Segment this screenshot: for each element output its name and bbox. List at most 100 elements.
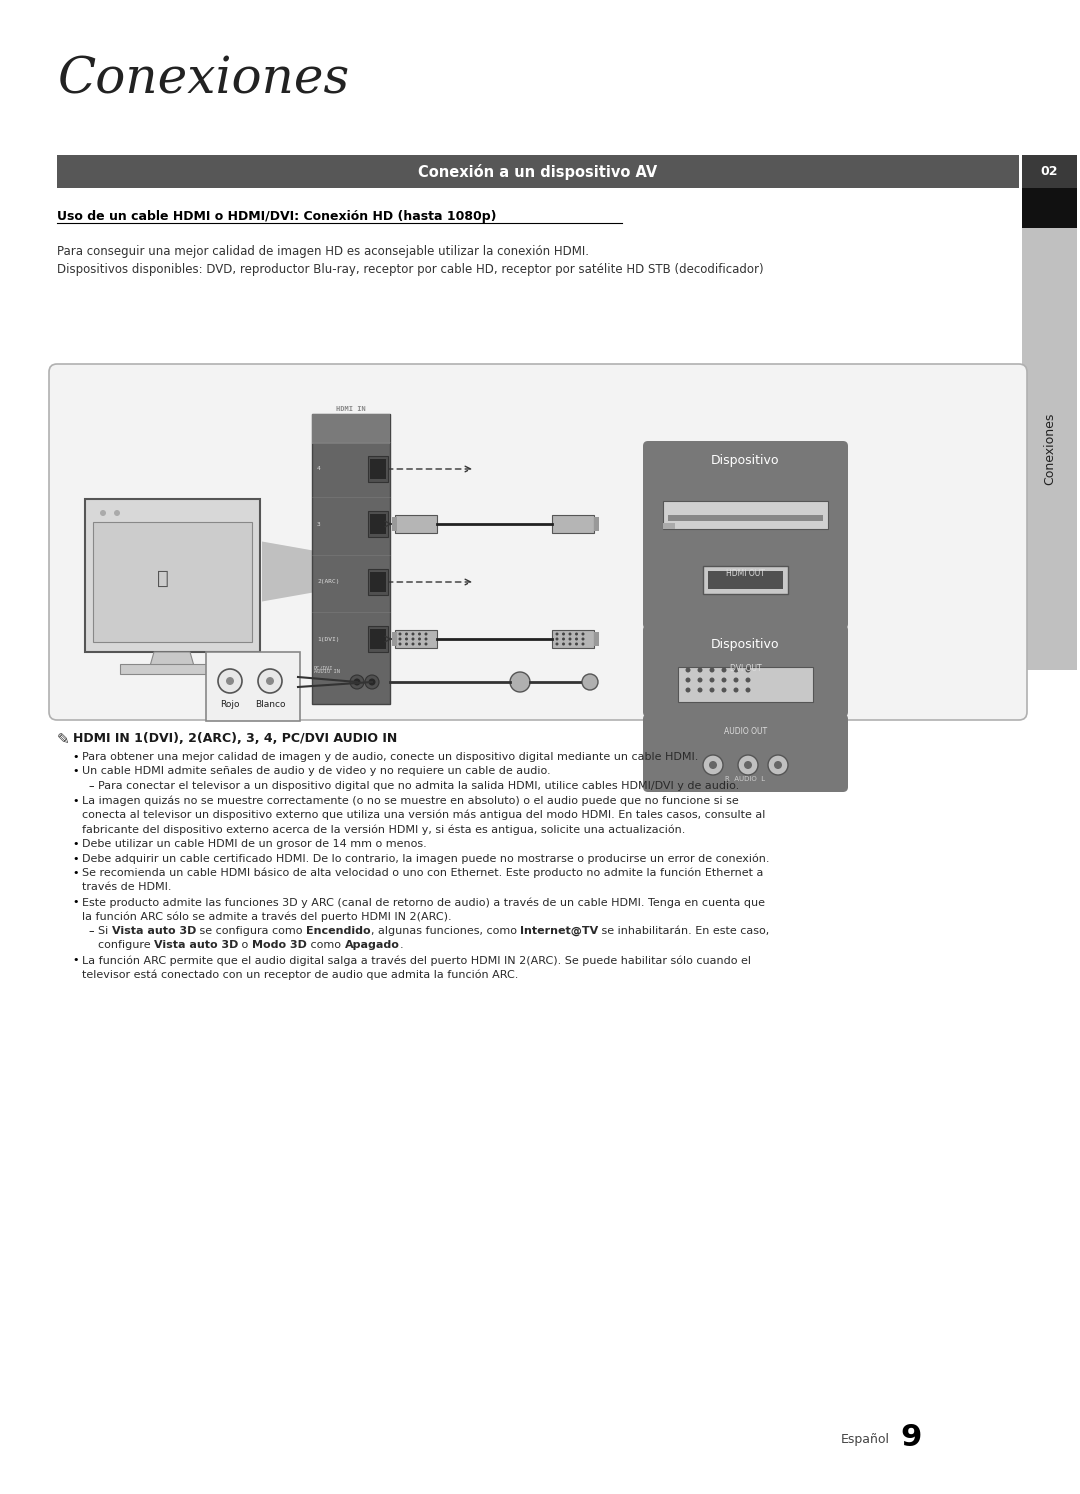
- Circle shape: [733, 668, 739, 672]
- Text: televisor está conectado con un receptor de audio que admita la función ARC.: televisor está conectado con un receptor…: [82, 970, 518, 980]
- Text: 02: 02: [1041, 164, 1058, 178]
- Circle shape: [114, 509, 120, 515]
- Bar: [370, 572, 386, 592]
- Circle shape: [424, 642, 428, 645]
- Bar: [392, 632, 397, 645]
- Bar: [395, 515, 437, 533]
- Text: PC/DVI: PC/DVI: [314, 665, 334, 669]
- Polygon shape: [150, 651, 194, 666]
- Circle shape: [733, 687, 739, 693]
- Text: 4: 4: [318, 466, 321, 472]
- Circle shape: [350, 675, 364, 689]
- Circle shape: [710, 677, 715, 683]
- Bar: [1022, 155, 1077, 188]
- Text: .: .: [400, 941, 403, 950]
- Bar: [93, 521, 252, 642]
- Circle shape: [555, 642, 558, 645]
- Circle shape: [582, 674, 598, 690]
- Text: Debe utilizar un cable HDMI de un grosor de 14 mm o menos.: Debe utilizar un cable HDMI de un grosor…: [82, 840, 427, 849]
- FancyBboxPatch shape: [643, 714, 848, 792]
- Circle shape: [575, 632, 578, 635]
- Text: Conexiones: Conexiones: [1043, 412, 1056, 486]
- Circle shape: [555, 638, 558, 641]
- Circle shape: [686, 668, 690, 672]
- Bar: [312, 414, 390, 704]
- FancyBboxPatch shape: [643, 441, 848, 629]
- Text: 9: 9: [900, 1422, 921, 1452]
- Text: AUDIO IN: AUDIO IN: [314, 669, 340, 674]
- Text: Se recomienda un cable HDMI básico de alta velocidad o uno con Ethernet. Este pr: Se recomienda un cable HDMI básico de al…: [82, 868, 764, 878]
- Circle shape: [258, 669, 282, 693]
- Bar: [370, 514, 386, 533]
- Text: , algunas funciones, como: , algunas funciones, como: [370, 926, 521, 937]
- Circle shape: [418, 642, 421, 645]
- Bar: [703, 566, 788, 595]
- Text: Apagado: Apagado: [345, 941, 400, 950]
- Circle shape: [399, 642, 402, 645]
- Text: •: •: [72, 751, 79, 762]
- Circle shape: [562, 642, 565, 645]
- Text: Encendido: Encendido: [306, 926, 370, 937]
- Circle shape: [738, 754, 758, 775]
- Bar: [57, 155, 1020, 188]
- Circle shape: [510, 672, 530, 692]
- Text: HDMI OUT: HDMI OUT: [726, 569, 765, 578]
- Text: la función ARC sólo se admite a través del puerto HDMI IN 2(ARC).: la función ARC sólo se admite a través d…: [82, 911, 451, 922]
- Text: Internet@TV: Internet@TV: [521, 926, 598, 937]
- Text: La imagen quizás no se muestre correctamente (o no se muestre en absoluto) o el : La imagen quizás no se muestre correctam…: [82, 795, 739, 805]
- Circle shape: [405, 638, 408, 641]
- Bar: [312, 414, 390, 444]
- Bar: [678, 666, 813, 702]
- Circle shape: [418, 632, 421, 635]
- Bar: [368, 511, 388, 536]
- Text: AUDIO OUT: AUDIO OUT: [724, 728, 767, 737]
- Bar: [1022, 229, 1077, 669]
- Text: Dispositivo: Dispositivo: [712, 638, 780, 651]
- Circle shape: [418, 638, 421, 641]
- Circle shape: [226, 677, 234, 686]
- Circle shape: [555, 632, 558, 635]
- Text: Dispositivos disponibles: DVD, reproductor Blu-ray, receptor por cable HD, recep: Dispositivos disponibles: DVD, reproduct…: [57, 263, 764, 276]
- Circle shape: [581, 638, 584, 641]
- Text: como: como: [307, 941, 345, 950]
- Circle shape: [581, 632, 584, 635]
- Circle shape: [424, 632, 428, 635]
- Bar: [370, 459, 386, 480]
- Text: conecta al televisor un dispositivo externo que utiliza una versión más antigua : conecta al televisor un dispositivo exte…: [82, 810, 766, 820]
- Circle shape: [745, 668, 751, 672]
- Circle shape: [745, 677, 751, 683]
- Circle shape: [703, 754, 723, 775]
- Circle shape: [721, 687, 727, 693]
- Text: Español: Español: [841, 1433, 890, 1446]
- FancyBboxPatch shape: [643, 624, 848, 717]
- Circle shape: [768, 754, 788, 775]
- Bar: [368, 456, 388, 483]
- Text: o: o: [239, 941, 253, 950]
- Bar: [594, 517, 599, 530]
- Circle shape: [575, 638, 578, 641]
- Text: •: •: [72, 766, 79, 777]
- Bar: [85, 499, 260, 651]
- Text: Dispositivo: Dispositivo: [712, 454, 780, 468]
- Text: 3: 3: [318, 521, 321, 526]
- Text: Vista auto 3D: Vista auto 3D: [111, 926, 197, 937]
- Bar: [669, 515, 823, 521]
- Text: •: •: [72, 795, 79, 805]
- Text: Para conectar el televisor a un dispositivo digital que no admita la salida HDMI: Para conectar el televisor a un disposit…: [98, 781, 739, 790]
- Circle shape: [562, 632, 565, 635]
- Circle shape: [744, 760, 752, 769]
- Text: Este producto admite las funciones 3D y ARC (canal de retorno de audio) a través: Este producto admite las funciones 3D y …: [82, 896, 765, 907]
- Text: •: •: [72, 840, 79, 849]
- Text: Conexión a un dispositivo AV: Conexión a un dispositivo AV: [418, 163, 658, 179]
- Circle shape: [710, 668, 715, 672]
- Bar: [392, 517, 397, 530]
- Circle shape: [575, 642, 578, 645]
- Bar: [368, 569, 388, 595]
- Bar: [708, 571, 783, 589]
- Circle shape: [581, 642, 584, 645]
- Circle shape: [368, 678, 376, 686]
- Bar: [1022, 188, 1077, 229]
- Circle shape: [266, 677, 274, 686]
- Circle shape: [745, 687, 751, 693]
- Circle shape: [721, 677, 727, 683]
